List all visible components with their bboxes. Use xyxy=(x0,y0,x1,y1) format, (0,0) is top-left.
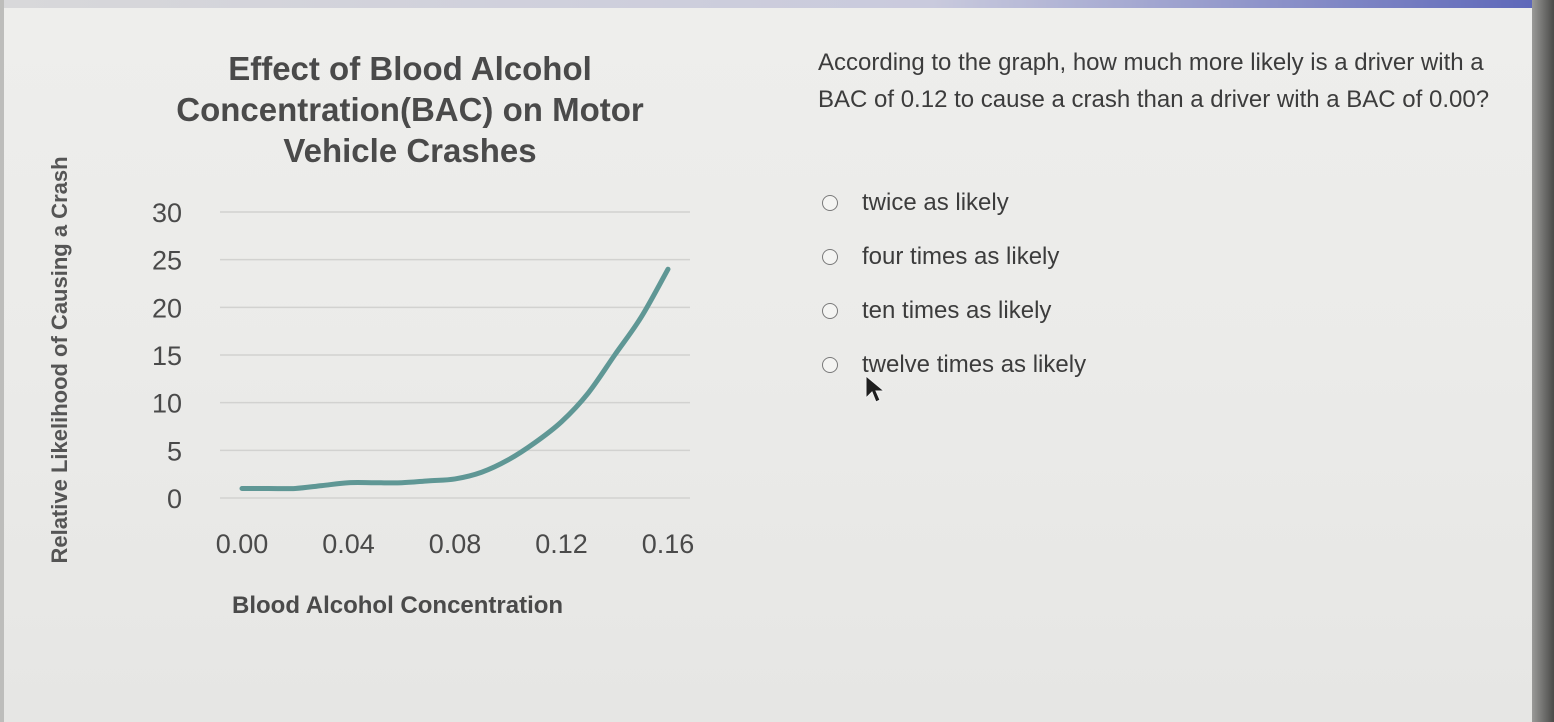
x-tick-label: 0.16 xyxy=(642,529,695,559)
x-tick-label: 0.08 xyxy=(429,529,482,559)
y-tick-label: 15 xyxy=(152,341,182,371)
right-bezel xyxy=(1532,0,1554,722)
y-tick-label: 10 xyxy=(152,389,182,419)
x-tick-label: 0.12 xyxy=(535,529,588,559)
option-four-times[interactable]: four times as likely xyxy=(818,230,1086,284)
option-label: twelve times as likely xyxy=(862,351,1087,378)
chart-title: Effect of Blood Alcohol Concentration(BA… xyxy=(176,50,644,169)
option-label: ten times as likely xyxy=(862,297,1052,324)
option-label: twice as likely xyxy=(862,189,1009,216)
left-bezel xyxy=(0,0,4,722)
radio-button[interactable] xyxy=(822,357,838,373)
option-twelve-times[interactable]: twelve times as likely xyxy=(818,338,1086,392)
radio-button[interactable] xyxy=(822,195,838,211)
y-tick-label: 0 xyxy=(167,484,182,514)
y-axis-label: Relative Likelihood of Causing a Crash xyxy=(45,156,75,563)
answer-options: twice as likely four times as likely ten… xyxy=(818,176,1086,392)
line-chart: 0 5 10 15 20 25 30 0.00 0.04 0.08 0.12 0.16 xyxy=(152,198,695,559)
radio-button[interactable] xyxy=(822,303,838,319)
y-tick-label: 20 xyxy=(152,293,182,323)
question-text: According to the graph, how much more li… xyxy=(818,49,1490,113)
mouse-pointer-icon xyxy=(865,374,886,403)
window-top-edge xyxy=(0,0,1554,8)
x-tick-label: 0.04 xyxy=(322,529,375,559)
series-line xyxy=(239,266,671,492)
y-tick-label: 5 xyxy=(167,436,182,466)
option-ten-times[interactable]: ten times as likely xyxy=(818,284,1086,338)
x-axis-label: Blood Alcohol Concentration xyxy=(232,592,564,619)
radio-button[interactable] xyxy=(822,249,838,265)
x-tick-label: 0.00 xyxy=(216,529,269,559)
y-tick-label: 25 xyxy=(152,246,182,276)
option-label: four times as likely xyxy=(862,243,1060,270)
y-axis-label-text: Relative Likelihood of Causing a Crash xyxy=(47,156,72,564)
option-twice[interactable]: twice as likely xyxy=(818,176,1086,230)
y-tick-label: 30 xyxy=(152,198,182,228)
